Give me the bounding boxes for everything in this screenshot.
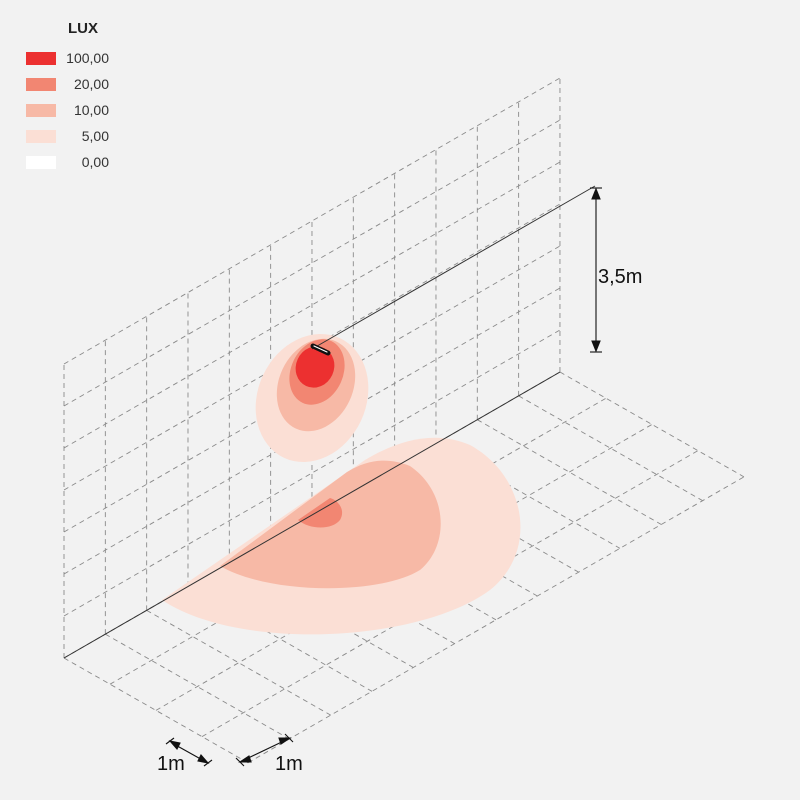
wall-light-pattern	[255, 333, 369, 463]
grid-line	[63, 245, 561, 533]
legend-item-10: 10,00	[26, 102, 146, 118]
legend-item-100: 100,00	[26, 50, 146, 66]
grid-y-dimension	[235, 733, 294, 767]
wall-base-line	[63, 371, 561, 659]
legend-swatch	[26, 130, 56, 143]
legend-value: 100,00	[66, 50, 109, 66]
legend-item-20: 20,00	[26, 76, 146, 92]
grid-line	[155, 424, 653, 711]
grid-x-dimension	[165, 737, 213, 767]
legend-title: LUX	[68, 20, 98, 37]
legend-value: 20,00	[73, 76, 109, 92]
floor-zone-20-lux	[298, 498, 343, 528]
light-fixture	[310, 343, 331, 356]
grid-line	[63, 119, 561, 407]
wall-zone-100-lux	[295, 346, 335, 388]
legend-swatch	[26, 52, 56, 65]
legend-value: 5,00	[81, 128, 109, 144]
legend-swatch	[26, 78, 56, 91]
legend-value: 0,00	[81, 154, 109, 170]
legend-item-5: 5,00	[26, 128, 146, 144]
legend-value: 10,00	[73, 102, 109, 118]
height-dimension	[590, 187, 602, 353]
grid-x-dimension-label: 1m	[157, 753, 185, 775]
wall-top-line	[311, 185, 596, 350]
grid-line	[201, 450, 699, 737]
grid-y-dimension-label: 1m	[275, 753, 303, 775]
grid-line	[247, 476, 745, 764]
grid-line	[63, 77, 561, 365]
grid-line	[63, 161, 561, 449]
grid-line	[63, 329, 561, 617]
legend-swatch	[26, 156, 56, 169]
legend-swatch	[26, 104, 56, 117]
floor-light-pattern	[162, 437, 521, 635]
fixture-highlight	[313, 345, 328, 353]
grid-line	[63, 287, 561, 575]
wall-edges	[63, 185, 596, 659]
grid-line	[63, 203, 561, 491]
grid-line	[109, 397, 607, 685]
legend-item-0: 0,00	[26, 154, 146, 170]
height-dimension-label: 3,5m	[598, 266, 643, 288]
